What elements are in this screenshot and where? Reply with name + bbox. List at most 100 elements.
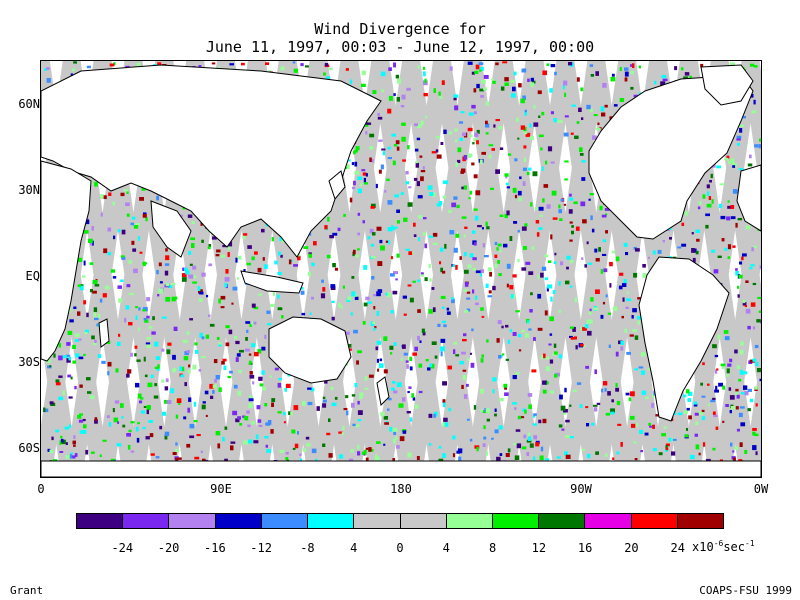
divergence-pixel xyxy=(695,250,699,255)
divergence-pixel xyxy=(385,240,390,243)
divergence-pixel xyxy=(446,307,450,311)
divergence-pixel xyxy=(524,409,527,414)
divergence-pixel xyxy=(311,262,315,267)
divergence-pixel xyxy=(188,364,191,368)
divergence-pixel xyxy=(182,339,188,343)
divergence-pixel xyxy=(435,136,441,139)
divergence-pixel xyxy=(411,393,415,398)
divergence-pixel xyxy=(512,375,517,380)
divergence-pixel xyxy=(671,451,676,456)
divergence-pixel xyxy=(254,251,258,255)
divergence-pixel xyxy=(657,249,662,254)
divergence-pixel xyxy=(738,459,743,462)
divergence-pixel xyxy=(461,384,464,389)
divergence-pixel xyxy=(546,63,550,66)
lon-label: 0W xyxy=(753,482,769,496)
divergence-pixel xyxy=(466,297,471,300)
colorbar-swatch xyxy=(169,514,216,528)
divergence-pixel xyxy=(361,70,366,76)
colorbar-tick-label: 16 xyxy=(577,541,593,555)
divergence-pixel xyxy=(545,356,550,360)
divergence-pixel xyxy=(593,114,598,117)
divergence-pixel xyxy=(130,421,135,424)
divergence-pixel xyxy=(413,234,417,237)
divergence-pixel xyxy=(604,388,607,392)
divergence-pixel xyxy=(405,360,409,363)
divergence-pixel xyxy=(280,254,283,258)
colorbar-swatch xyxy=(400,514,447,528)
divergence-pixel xyxy=(611,73,615,77)
divergence-pixel xyxy=(396,220,400,224)
divergence-pixel xyxy=(405,171,409,175)
divergence-pixel xyxy=(395,140,400,145)
divergence-pixel xyxy=(541,166,544,171)
divergence-pixel xyxy=(141,187,146,191)
divergence-pixel xyxy=(94,417,98,421)
colorbar-swatch xyxy=(677,514,724,528)
divergence-pixel xyxy=(105,341,111,344)
divergence-pixel xyxy=(85,329,89,333)
divergence-pixel xyxy=(422,232,426,236)
divergence-pixel xyxy=(183,356,189,361)
divergence-pixel xyxy=(750,302,756,307)
divergence-pixel xyxy=(65,455,70,459)
divergence-pixel xyxy=(651,393,655,398)
land-madagascar xyxy=(98,318,110,348)
divergence-pixel xyxy=(277,272,282,275)
divergence-pixel xyxy=(135,223,140,226)
divergence-pixel xyxy=(376,311,380,316)
divergence-pixel xyxy=(487,267,492,272)
divergence-pixel xyxy=(442,399,446,404)
divergence-pixel xyxy=(564,115,569,118)
lon-label: 90E xyxy=(210,482,232,496)
divergence-pixel xyxy=(365,173,368,177)
divergence-pixel xyxy=(146,343,151,349)
divergence-pixel xyxy=(475,64,480,70)
divergence-pixel xyxy=(218,298,221,304)
divergence-pixel xyxy=(49,365,52,368)
divergence-pixel xyxy=(251,343,256,348)
divergence-pixel xyxy=(687,398,692,402)
divergence-pixel xyxy=(297,431,299,435)
divergence-pixel xyxy=(481,79,486,84)
divergence-pixel xyxy=(349,197,353,203)
divergence-pixel xyxy=(270,429,274,434)
divergence-pixel xyxy=(499,453,503,456)
divergence-pixel xyxy=(569,260,574,264)
divergence-pixel xyxy=(519,176,522,180)
divergence-pixel xyxy=(558,309,562,313)
divergence-pixel xyxy=(527,78,530,82)
divergence-pixel xyxy=(530,82,535,87)
divergence-pixel xyxy=(720,215,726,220)
divergence-pixel xyxy=(375,454,378,457)
divergence-pixel xyxy=(120,255,125,258)
divergence-pixel xyxy=(499,249,502,253)
divergence-pixel xyxy=(732,189,738,194)
land-africa xyxy=(41,160,92,362)
divergence-pixel xyxy=(221,361,225,365)
divergence-pixel xyxy=(525,261,531,265)
divergence-pixel xyxy=(586,319,592,324)
divergence-pixel xyxy=(455,162,458,167)
divergence-pixel xyxy=(486,418,490,422)
divergence-pixel xyxy=(734,446,739,450)
divergence-pixel xyxy=(474,132,479,137)
divergence-pixel xyxy=(438,91,441,96)
divergence-pixel xyxy=(454,128,458,132)
divergence-pixel xyxy=(742,253,747,257)
divergence-pixel xyxy=(735,222,738,228)
divergence-pixel xyxy=(479,88,485,92)
colorbar-tick-label: 0 xyxy=(396,541,404,555)
divergence-pixel xyxy=(469,352,472,355)
divergence-pixel xyxy=(423,217,427,220)
divergence-pixel xyxy=(565,280,570,285)
divergence-pixel xyxy=(693,403,698,407)
divergence-pixel xyxy=(201,336,205,340)
divergence-pixel xyxy=(743,385,748,390)
divergence-pixel xyxy=(388,67,392,71)
divergence-pixel xyxy=(530,202,533,207)
divergence-pixel xyxy=(524,109,527,113)
divergence-pixel xyxy=(51,436,54,441)
divergence-pixel xyxy=(754,433,759,437)
divergence-pixel xyxy=(353,150,356,155)
